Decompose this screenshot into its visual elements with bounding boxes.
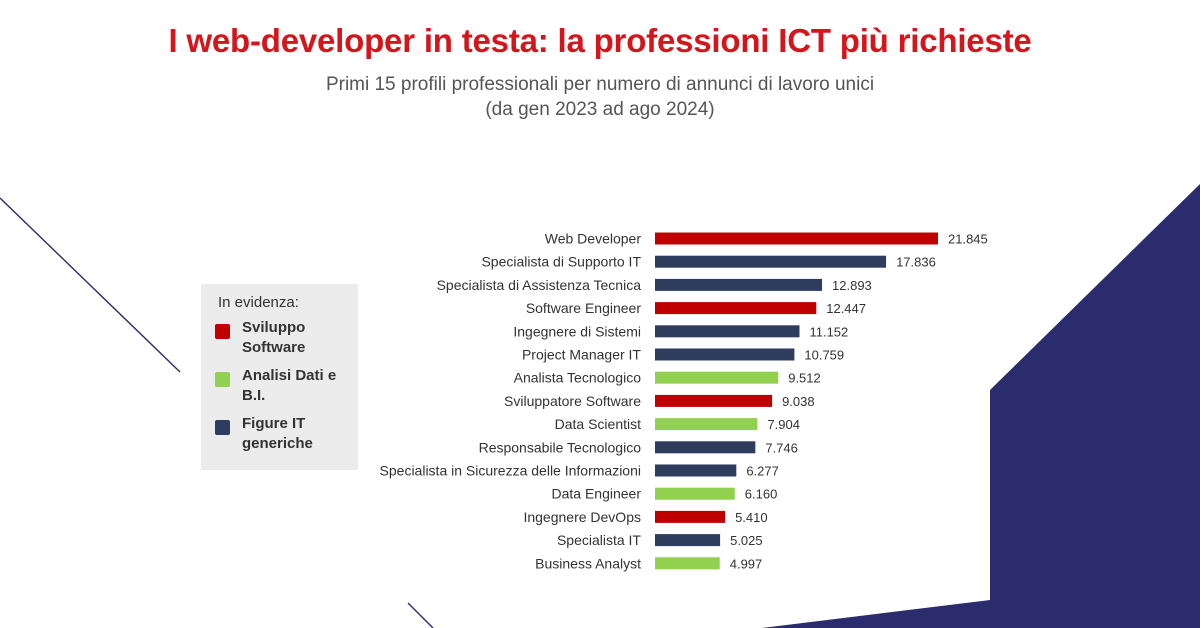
category-label: Analista Tecnologico [514,370,642,386]
value-label: 10.759 [804,348,844,363]
category-label: Software Engineer [526,300,642,316]
legend-label-sviluppo: Sviluppo Software [242,319,306,356]
category-label: Project Manager IT [522,347,641,363]
page-subtitle: Primi 15 profili professionali per numer… [0,72,1200,122]
bar [655,371,779,384]
value-label: 12.447 [826,301,866,316]
bar [655,510,726,523]
value-label: 7.904 [767,417,800,432]
value-label: 21.845 [948,232,988,247]
subtitle-line-1: Primi 15 profili professionali per numer… [325,74,875,95]
category-label: Specialista in Sicurezza delle Informazi… [380,463,641,479]
value-label: 5.025 [730,533,763,548]
bar [655,464,737,477]
decor-navy-shape-right [762,184,1200,628]
value-label: 9.512 [788,371,821,386]
page-title: I web-developer in testa: la professioni… [168,22,1032,59]
decor-diagonal-line-bottom [407,602,434,628]
bar [655,325,800,338]
bar [655,557,720,570]
category-label: Business Analyst [535,555,641,571]
category-label: Data Engineer [551,486,641,502]
bar [655,487,735,500]
subtitle-line-2: (da gen 2023 ad ago 2024) [485,99,715,120]
bar [655,232,938,245]
legend-box: In evidenza: Sviluppo Software Analisi D… [201,284,358,470]
category-label: Data Scientist [555,416,641,432]
category-label: Specialista di Assistenza Tecnica [437,277,642,293]
value-label: 6.277 [746,464,779,479]
bar [655,348,795,361]
bar [655,441,756,454]
decor-diagonal-line-left [0,197,181,373]
legend-swatch-generiche [215,420,230,435]
category-label: Web Developer [545,231,642,247]
category-label: Sviluppatore Software [504,393,641,409]
value-label: 5.410 [735,510,768,525]
category-label: Responsabile Tecnologico [479,439,642,455]
value-label: 7.746 [765,440,798,455]
category-label: Specialista IT [557,532,641,548]
legend-swatch-sviluppo [215,324,230,339]
legend-label-generiche: Figure IT generiche [242,415,313,452]
bar [655,418,758,431]
bar [655,255,887,268]
bar [655,394,773,407]
legend-swatch-analisi [215,372,230,387]
category-label: Ingegnere di Sistemi [513,323,641,339]
bar [655,278,823,291]
bar [655,302,817,315]
value-label: 9.038 [782,394,815,409]
category-label: Specialista di Supporto IT [481,254,641,270]
category-label: Ingegnere DevOps [523,509,641,525]
bar [655,534,721,547]
value-label: 6.160 [745,487,778,502]
value-label: 11.152 [809,324,848,339]
legend-label-analisi: Analisi Dati e B.I. [242,367,337,404]
value-label: 12.893 [832,278,872,293]
value-label: 17.836 [896,255,936,270]
value-label: 4.997 [730,556,763,571]
legend-title: In evidenza: [218,294,299,311]
